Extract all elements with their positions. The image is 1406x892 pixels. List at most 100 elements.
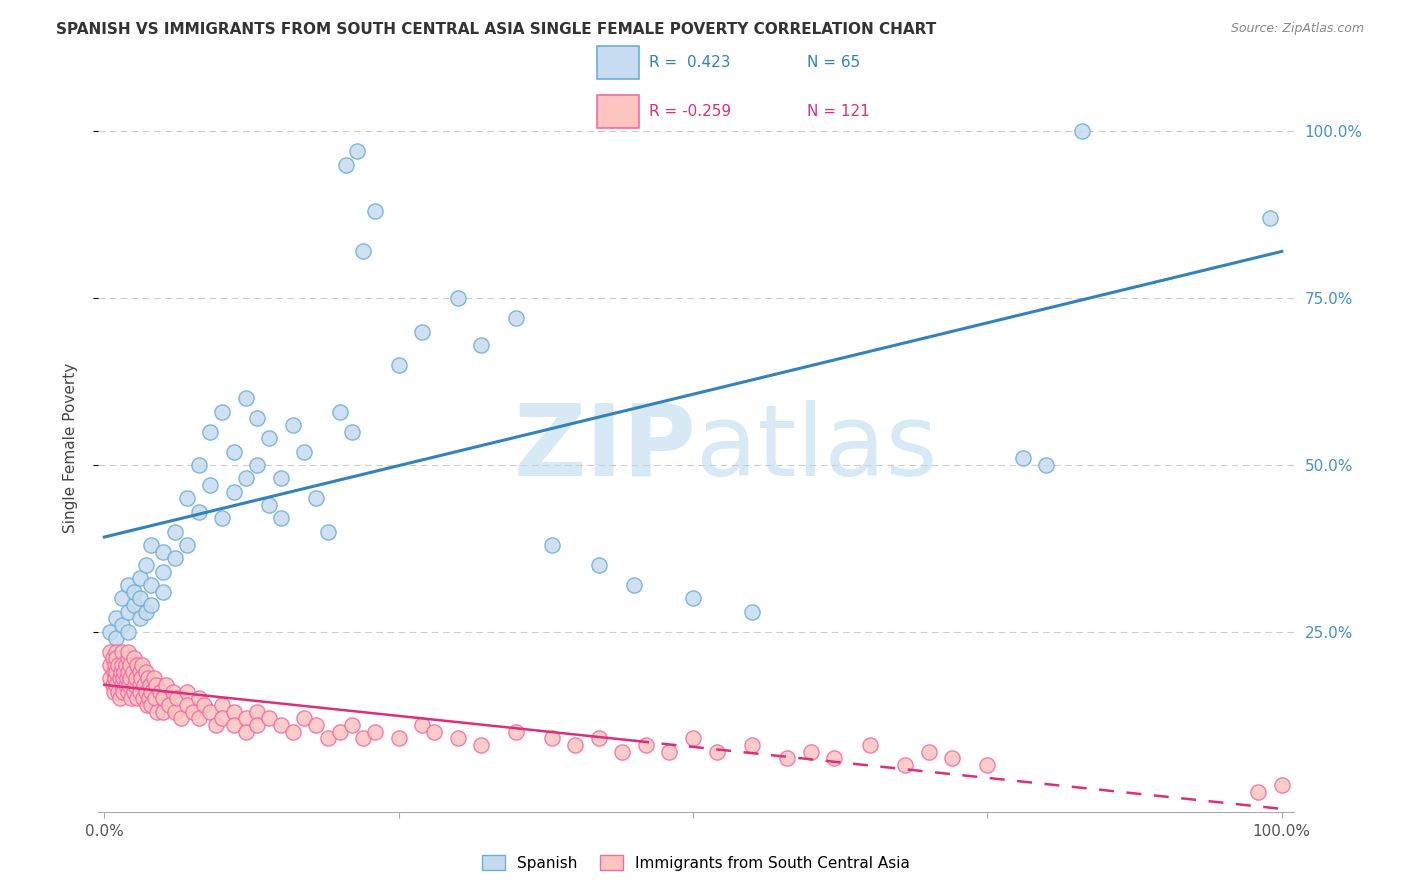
Point: [329, 724, 352, 739]
Point: [446, 291, 468, 305]
Point: [540, 538, 562, 552]
Point: [682, 591, 704, 606]
Point: [976, 758, 998, 772]
Point: [1035, 458, 1057, 472]
Point: [105, 611, 128, 625]
Point: [281, 417, 304, 432]
Point: [132, 691, 155, 706]
Point: [388, 358, 411, 372]
Point: [246, 705, 269, 719]
Point: [211, 711, 233, 725]
Point: [134, 684, 156, 698]
Point: [187, 711, 209, 725]
Point: [1070, 124, 1092, 138]
Point: [104, 658, 127, 673]
Point: [211, 404, 233, 418]
Point: [162, 684, 184, 698]
Point: [741, 738, 763, 752]
Point: [103, 665, 125, 679]
Point: [257, 711, 280, 725]
Text: N = 65: N = 65: [807, 54, 860, 70]
Point: [108, 691, 131, 706]
Point: [141, 684, 163, 698]
Point: [823, 751, 845, 765]
Point: [114, 658, 136, 673]
Point: [121, 665, 143, 679]
Point: [1271, 778, 1294, 792]
Point: [117, 665, 139, 679]
Point: [112, 684, 135, 698]
Point: [176, 698, 198, 712]
Point: [352, 244, 374, 259]
Point: [129, 671, 152, 685]
Point: [166, 691, 188, 706]
Point: [706, 745, 728, 759]
Point: [200, 705, 222, 719]
Point: [152, 544, 174, 558]
Point: [114, 678, 136, 692]
Point: [316, 731, 339, 746]
Point: [141, 598, 163, 612]
Point: [135, 698, 157, 712]
Point: [187, 691, 209, 706]
Point: [138, 691, 160, 706]
Point: [187, 458, 209, 472]
Point: [152, 691, 174, 706]
Point: [163, 705, 186, 719]
Point: [98, 624, 121, 639]
Point: [128, 571, 150, 585]
Point: [124, 678, 146, 692]
Point: [120, 658, 142, 673]
Point: [117, 684, 139, 698]
Text: R =  0.423: R = 0.423: [650, 54, 731, 70]
Point: [128, 611, 150, 625]
Point: [127, 691, 149, 706]
Point: [352, 731, 374, 746]
Point: [105, 665, 128, 679]
Point: [163, 524, 186, 539]
Point: [120, 671, 142, 685]
Point: [346, 145, 368, 159]
Point: [917, 745, 939, 759]
Point: [107, 684, 129, 698]
Point: [139, 678, 162, 692]
Point: [120, 691, 142, 706]
Point: [104, 671, 127, 685]
Text: R = -0.259: R = -0.259: [650, 104, 731, 120]
Point: [112, 665, 135, 679]
Point: [134, 605, 156, 619]
Point: [205, 718, 228, 732]
Point: [142, 671, 165, 685]
Point: [741, 605, 763, 619]
Point: [388, 731, 411, 746]
Point: [117, 605, 139, 619]
Point: [335, 158, 357, 172]
Text: atlas: atlas: [696, 400, 938, 497]
Point: [257, 431, 280, 445]
Point: [117, 578, 139, 592]
Point: [152, 584, 174, 599]
Point: [305, 718, 328, 732]
Point: [235, 711, 257, 725]
Text: ZIP: ZIP: [513, 400, 696, 497]
Point: [1247, 785, 1270, 799]
Point: [776, 751, 799, 765]
Point: [122, 651, 145, 665]
Point: [117, 624, 139, 639]
Point: [176, 491, 198, 506]
Point: [127, 658, 149, 673]
Point: [111, 658, 134, 673]
Point: [125, 671, 148, 685]
Point: [1011, 451, 1033, 466]
Point: [152, 565, 174, 579]
Point: [270, 471, 292, 485]
Point: [112, 671, 135, 685]
Point: [141, 538, 163, 552]
Point: [246, 458, 269, 472]
Point: [340, 425, 363, 439]
Point: [152, 705, 174, 719]
Point: [134, 558, 156, 572]
Point: [118, 678, 141, 692]
Point: [800, 745, 823, 759]
Point: [423, 724, 446, 739]
